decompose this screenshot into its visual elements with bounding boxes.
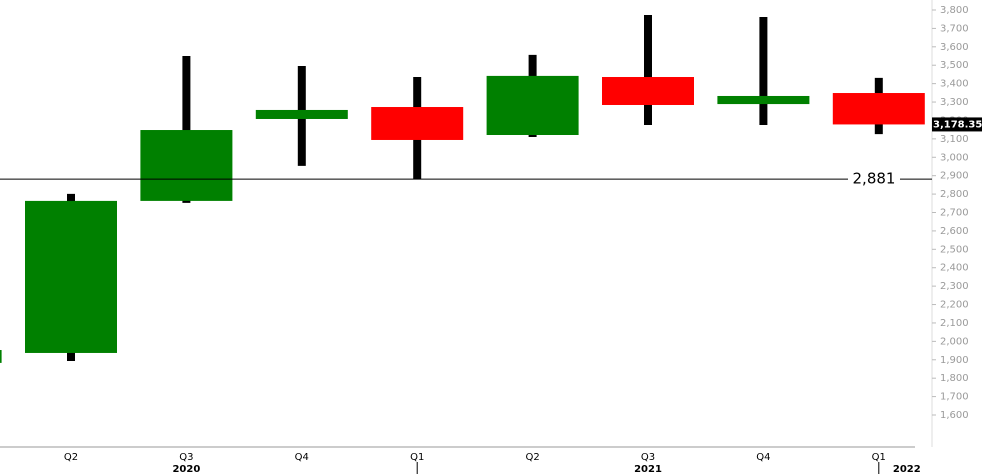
x-tick-label: Q4: [756, 452, 770, 463]
reference-label-bg: [848, 169, 900, 190]
y-tick-label: 3,600: [940, 42, 969, 53]
y-tick-label: 2,300: [940, 281, 969, 292]
x-tick-label: Q1: [410, 452, 424, 463]
candle-body: [0, 350, 2, 363]
last-price-label: 3,178.35: [933, 119, 982, 130]
y-tick-label: 2,000: [940, 336, 969, 347]
y-tick-label: 1,800: [940, 373, 969, 384]
y-tick-label: 2,400: [940, 263, 969, 274]
y-tick-label: 2,100: [940, 318, 969, 329]
candle-body: [371, 107, 464, 140]
year-label: 2022: [893, 464, 921, 475]
y-tick-label: 2,700: [940, 208, 969, 219]
candle-body: [717, 95, 810, 105]
candle-body: [486, 75, 579, 135]
y-tick-label: 2,600: [940, 226, 969, 237]
y-tick-label: 1,700: [940, 392, 969, 403]
x-tick-label: Q2: [64, 452, 78, 463]
candle-body: [25, 200, 117, 353]
candle-body: [602, 77, 694, 105]
y-tick-label: 2,800: [940, 189, 969, 200]
candle-body: [255, 109, 348, 119]
candle-body: [832, 93, 925, 125]
x-tick-label: Q4: [295, 452, 309, 463]
x-tick-label: Q3: [641, 452, 655, 463]
y-tick-label: 2,200: [940, 300, 969, 311]
y-tick-label: 1,600: [940, 410, 969, 421]
y-tick-label: 3,800: [940, 5, 969, 16]
year-label: 2021: [634, 464, 662, 475]
x-tick-label: Q3: [179, 452, 193, 463]
x-tick-label: Q2: [525, 452, 539, 463]
y-tick-label: 1,900: [940, 355, 969, 366]
y-tick-label: 2,500: [940, 244, 969, 255]
y-tick-label: 3,300: [940, 97, 969, 108]
candle-body: [140, 130, 233, 201]
y-tick-label: 2,900: [940, 171, 969, 182]
year-label: 2020: [172, 464, 200, 475]
y-tick-label: 3,400: [940, 79, 969, 90]
x-tick-label: Q1: [872, 452, 886, 463]
y-tick-label: 3,100: [940, 134, 969, 145]
y-tick-label: 3,000: [940, 152, 969, 163]
reference-label: 2,881: [853, 170, 896, 188]
y-tick-label: 3,700: [940, 23, 969, 34]
last-price-bg: [932, 117, 982, 132]
y-tick-label: 3,500: [940, 60, 969, 71]
